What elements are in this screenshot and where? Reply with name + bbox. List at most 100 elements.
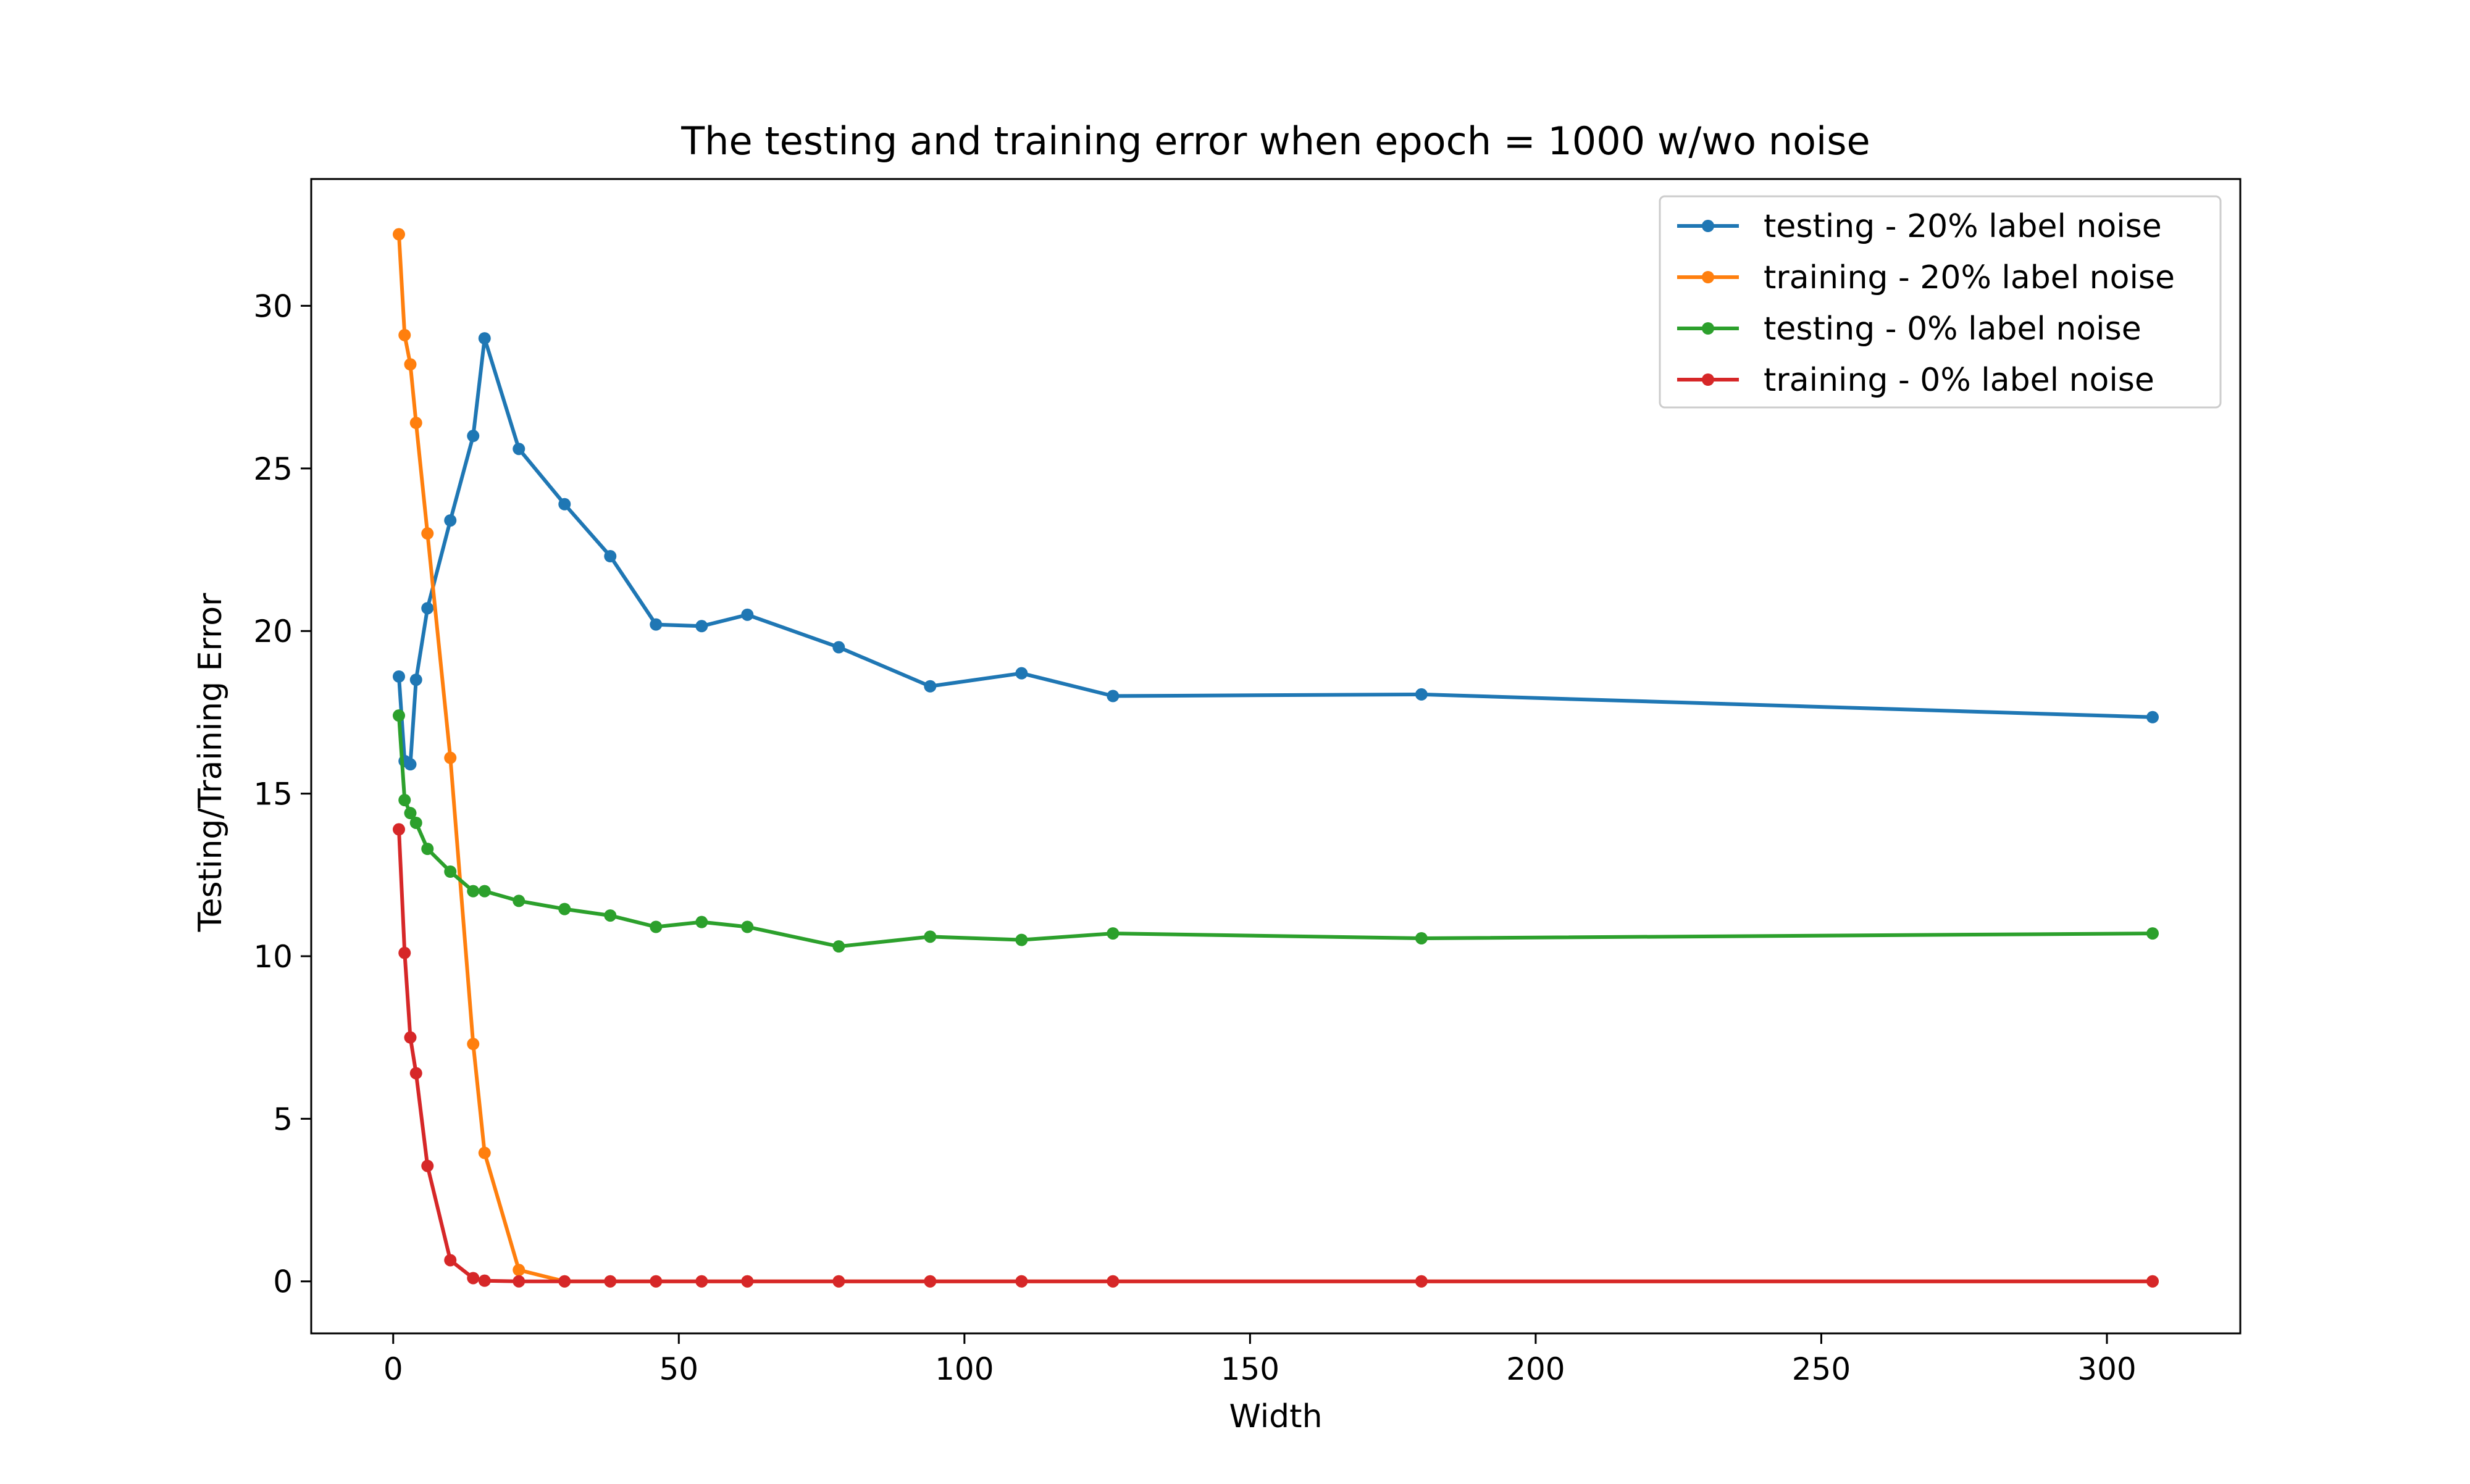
y-tick-label: 15 [253, 777, 293, 812]
data-point-3 [741, 1275, 754, 1288]
legend-entry-3: training - 0% label noise [1764, 362, 2154, 399]
data-point-0 [741, 608, 754, 621]
x-axis-label: Width [1229, 1398, 1322, 1435]
data-point-1 [478, 1146, 491, 1159]
plot-area: 0 50 100 150 200 250 300 0 5 10 15 20 25 30 testing - … [253, 178, 2242, 1387]
data-point-1 [409, 417, 422, 430]
data-point-2 [924, 930, 937, 943]
data-point-0 [421, 602, 434, 615]
data-point-0 [1415, 688, 1428, 701]
data-point-2 [1015, 933, 1028, 946]
data-point-2 [1415, 932, 1428, 944]
chart-title: The testing and training error when epoc… [680, 119, 1870, 164]
data-point-2 [398, 794, 411, 807]
data-point-2 [421, 843, 434, 856]
series-line-0 [397, 336, 2154, 767]
legend-marker-3 [1702, 373, 1714, 386]
data-point-3 [404, 1031, 417, 1044]
data-point-2 [513, 894, 525, 907]
data-point-2 [650, 920, 663, 933]
data-point-1 [421, 527, 434, 540]
data-point-2 [558, 902, 571, 915]
legend-entry-2: testing - 0% label noise [1764, 311, 2141, 348]
x-tick-label: 150 [1221, 1351, 1279, 1387]
data-point-1 [393, 228, 405, 241]
y-axis-label: Testing/Training Error [192, 593, 229, 932]
data-point-3 [1107, 1275, 1120, 1288]
y-tick-label: 5 [273, 1101, 293, 1137]
data-point-0 [695, 620, 708, 633]
data-point-0 [1015, 667, 1028, 680]
data-point-3 [513, 1275, 525, 1288]
legend-entry-0: testing - 20% label noise [1764, 208, 2162, 245]
data-point-3 [924, 1275, 937, 1288]
y-tick-label: 30 [253, 288, 293, 324]
data-point-1 [398, 328, 411, 341]
data-point-3 [558, 1275, 571, 1288]
data-point-2 [444, 865, 457, 878]
data-point-3 [393, 823, 405, 836]
data-point-3 [409, 1067, 422, 1080]
x-tick-label: 200 [1506, 1351, 1565, 1387]
x-tick-label: 50 [659, 1351, 698, 1387]
data-point-0 [444, 514, 457, 527]
legend-marker-2 [1702, 322, 1714, 335]
data-point-2 [604, 909, 617, 922]
data-point-3 [398, 946, 411, 959]
x-tick-label: 0 [383, 1351, 403, 1387]
data-point-3 [1415, 1275, 1428, 1288]
data-point-0 [1107, 690, 1120, 702]
data-point-0 [467, 430, 480, 443]
data-point-2 [478, 885, 491, 898]
data-point-3 [1015, 1275, 1028, 1288]
y-tick-label: 25 [253, 451, 293, 487]
data-point-3 [695, 1275, 708, 1288]
x-tick-label: 250 [1792, 1351, 1851, 1387]
legend-box [1659, 195, 2222, 409]
data-point-3 [444, 1254, 457, 1267]
data-point-3 [478, 1274, 491, 1287]
data-point-2 [2146, 927, 2159, 940]
data-point-0 [604, 550, 617, 563]
data-point-2 [467, 885, 480, 898]
data-point-3 [832, 1275, 845, 1288]
y-tick-label: 10 [253, 939, 293, 975]
data-point-1 [467, 1038, 480, 1051]
legend-marker-0 [1702, 220, 1714, 232]
data-point-0 [924, 680, 937, 693]
x-tick-label: 300 [2077, 1351, 2136, 1387]
data-point-3 [604, 1275, 617, 1288]
data-point-2 [741, 920, 754, 933]
data-point-0 [404, 758, 417, 771]
data-point-0 [409, 673, 422, 686]
data-point-2 [404, 807, 417, 820]
data-point-0 [650, 618, 663, 631]
data-point-1 [444, 751, 457, 764]
data-point-2 [409, 816, 422, 829]
legend-entry-1: training - 20% label noise [1764, 259, 2175, 296]
x-tick-label: 100 [935, 1351, 994, 1387]
data-point-2 [695, 915, 708, 928]
data-point-2 [832, 940, 845, 953]
data-point-0 [558, 498, 571, 511]
data-point-2 [393, 709, 405, 722]
axes-frame [310, 178, 2242, 1335]
data-point-0 [832, 641, 845, 654]
y-tick-label: 0 [273, 1264, 293, 1300]
legend-marker-1 [1702, 271, 1714, 283]
data-point-1 [513, 1264, 525, 1277]
data-point-0 [513, 443, 525, 456]
data-point-3 [650, 1275, 663, 1288]
data-point-3 [467, 1272, 480, 1285]
series-line-3 [397, 827, 2154, 1283]
data-point-3 [421, 1159, 434, 1172]
data-point-0 [478, 332, 491, 345]
data-point-2 [1107, 927, 1120, 940]
data-point-0 [393, 670, 405, 683]
data-point-1 [404, 358, 417, 371]
y-tick-label: 20 [253, 614, 293, 649]
data-point-3 [2146, 1275, 2159, 1288]
data-point-0 [2146, 711, 2159, 723]
